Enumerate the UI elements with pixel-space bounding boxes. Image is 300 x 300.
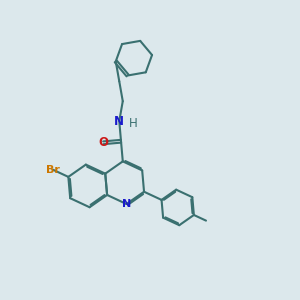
Text: N: N	[122, 199, 131, 209]
Text: O: O	[98, 136, 108, 149]
Text: N: N	[114, 115, 124, 128]
Text: H: H	[129, 117, 137, 130]
Text: Br: Br	[46, 165, 60, 175]
